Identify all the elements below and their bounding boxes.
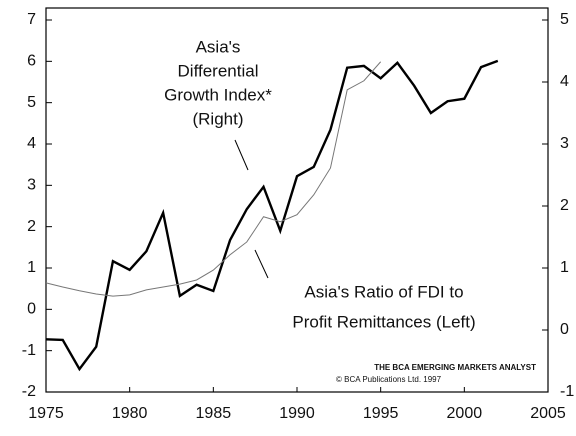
- y2-tick-label: 1: [560, 259, 569, 276]
- x-tick-label: 1995: [363, 405, 399, 422]
- annotation: Asia's: [196, 37, 241, 56]
- y-tick-label: 7: [27, 11, 36, 28]
- x-tick-label: 1980: [112, 405, 148, 422]
- y-tick-label: -1: [22, 342, 36, 359]
- x-tick-label: 1990: [279, 405, 315, 422]
- pointer: [254, 249, 269, 279]
- x-tick-label: 2005: [530, 405, 566, 422]
- annotation: Asia's Ratio of FDI to: [304, 282, 463, 301]
- y-tick-label: 0: [27, 301, 36, 318]
- x-tick-label: 1985: [196, 405, 232, 422]
- y-tick-label: -2: [22, 383, 36, 400]
- annotation: Differential: [178, 61, 259, 80]
- y2-tick-label: 5: [560, 11, 569, 28]
- x-tick-label: 1975: [28, 405, 64, 422]
- y-tick-label: 4: [27, 135, 36, 152]
- annotation: Growth Index*: [164, 85, 272, 104]
- y2-tick-label: 3: [560, 135, 569, 152]
- y2-tick-label: 4: [560, 73, 569, 90]
- y2-tick-label: -1: [560, 383, 574, 400]
- y-tick-label: 6: [27, 53, 36, 70]
- y-tick-label: 2: [27, 218, 36, 235]
- y-tick-label: 1: [27, 259, 36, 276]
- source-copyright: © BCA Publications Ltd. 1997: [336, 375, 442, 384]
- pointer: [234, 139, 249, 171]
- y2-tick-label: 0: [560, 321, 569, 338]
- y-tick-label: 3: [27, 177, 36, 194]
- source-title: THE BCA EMERGING MARKETS ANALYST: [374, 363, 536, 372]
- plot-frame: [45, 7, 549, 393]
- series-line: [45, 61, 382, 297]
- series-line: [45, 59, 499, 372]
- x-tick-label: 2000: [447, 405, 483, 422]
- annotation: Profit Remittances (Left): [292, 312, 475, 331]
- annotation: (Right): [192, 109, 243, 128]
- y-tick-label: 5: [27, 94, 36, 111]
- y2-tick-label: 2: [560, 197, 569, 214]
